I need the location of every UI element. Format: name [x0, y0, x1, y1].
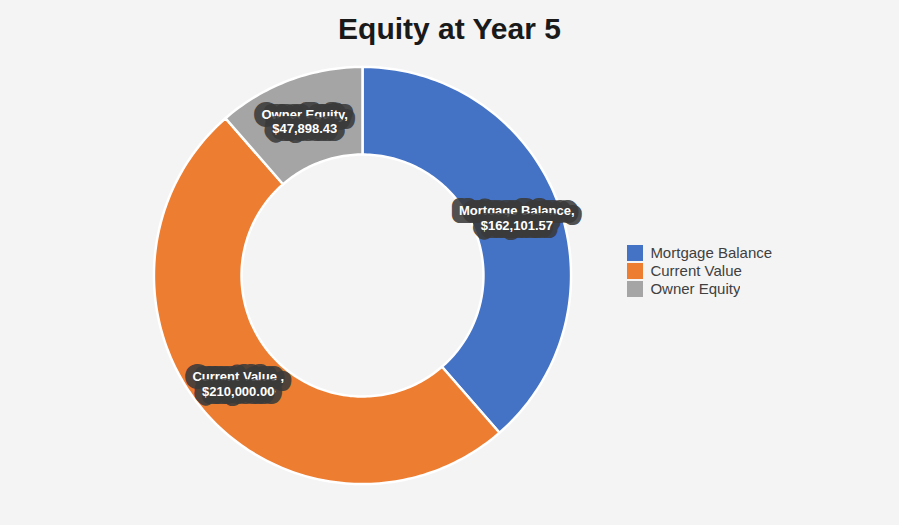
- html-text:Mortgage Balance: Mortgage Balance: [650, 244, 773, 262]
- html-text:Current Value: Current Value: [650, 262, 742, 280]
- html-text:Equity at Year 5: Equity at Year 5: [338, 12, 561, 45]
- svg-text:Mortgage Balance,$162,101.57: Mortgage Balance,$162,101.57: [459, 203, 575, 233]
- svg-text:Current Value ,$210,000.00: Current Value ,$210,000.00: [192, 369, 284, 399]
- svg-text:Owner Equity,$47,898.43: Owner Equity,$47,898.43: [261, 107, 347, 137]
- html-text:Owner Equity: Owner Equity: [650, 280, 741, 298]
